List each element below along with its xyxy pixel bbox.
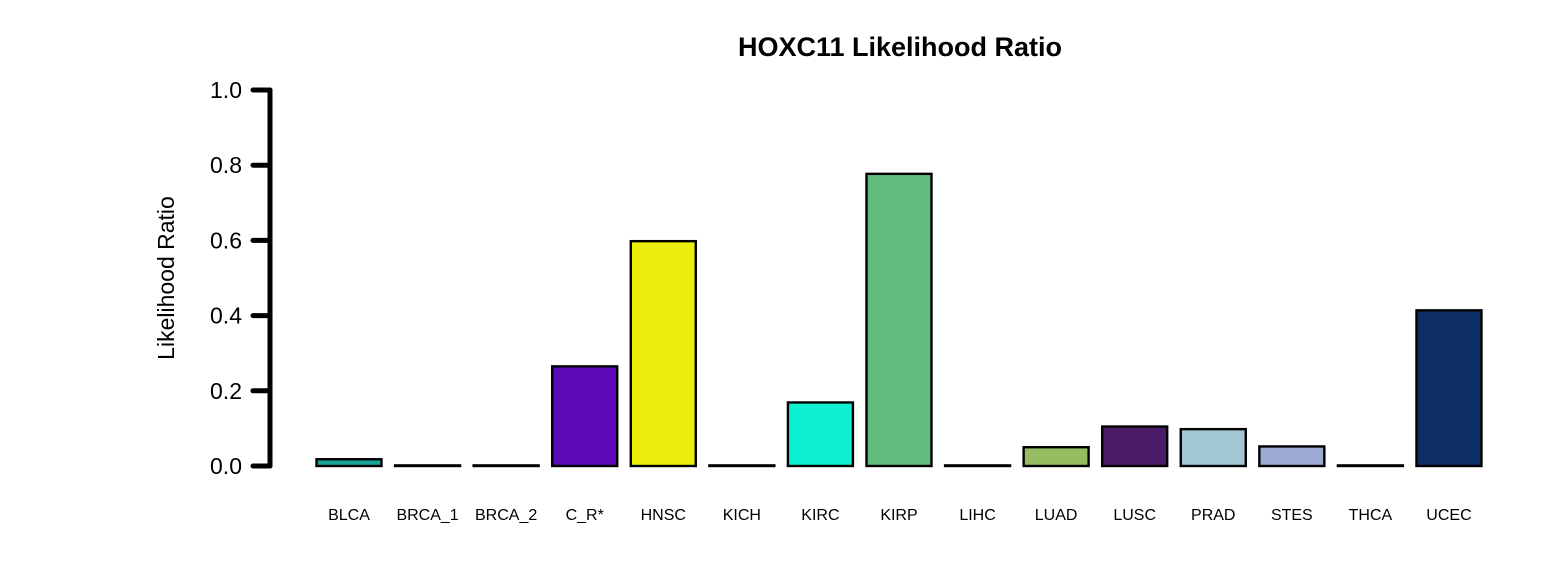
chart-title: HOXC11 Likelihood Ratio <box>738 32 1062 62</box>
bar-thca <box>1336 464 1405 468</box>
bar-lihc <box>943 464 1012 468</box>
bar-lusc <box>1100 425 1169 468</box>
x-tick-label: STES <box>1271 507 1313 524</box>
x-tick-label: C_R* <box>566 507 604 524</box>
x-tick-label: BLCA <box>328 507 370 524</box>
x-tick-label: PRAD <box>1191 507 1235 524</box>
x-tick-label: BRCA_2 <box>475 507 537 524</box>
x-tick-label: UCEC <box>1426 507 1471 524</box>
y-tick-label: 0.2 <box>210 378 242 404</box>
y-axis-label: Likelihood Ratio <box>153 196 179 360</box>
x-tick-label: KIRC <box>801 507 839 524</box>
bar-kirc <box>786 401 855 468</box>
bar-stes <box>1258 445 1326 468</box>
bar-kirp <box>865 172 933 468</box>
y-tick-label: 0.0 <box>210 453 242 479</box>
y-tick-label: 1.0 <box>210 77 242 103</box>
bar-kich <box>708 464 776 468</box>
bars <box>315 172 1483 468</box>
bar-luad <box>1022 446 1090 468</box>
y-tick-label: 0.8 <box>210 152 242 178</box>
x-tick-label: LUAD <box>1035 507 1078 524</box>
x-tick-label: KIRP <box>880 507 917 524</box>
bar-brca-2 <box>472 464 540 468</box>
y-axis: 0.0 0.2 0.4 0.6 0.8 1.0 <box>210 77 273 479</box>
x-tick-label: BRCA_1 <box>396 507 458 524</box>
bar-blca <box>315 458 383 468</box>
x-tick-label: LIHC <box>959 507 995 524</box>
x-tick-label: THCA <box>1349 507 1393 524</box>
x-tick-label: KICH <box>723 507 761 524</box>
bar-prad <box>1179 427 1247 468</box>
x-tick-labels: BLCA BRCA_1 BRCA_2 C_R* HNSC KICH KIRC KIRP LIHC… <box>328 507 1472 524</box>
x-tick-label: HNSC <box>641 507 686 524</box>
bar-brca-1 <box>393 464 462 468</box>
bar-c-r <box>551 365 619 468</box>
bar-ucec <box>1415 309 1483 468</box>
bar-hnsc <box>629 239 697 468</box>
y-tick-label: 0.6 <box>210 227 242 253</box>
x-tick-label: LUSC <box>1113 507 1156 524</box>
y-tick-label: 0.4 <box>210 303 242 329</box>
